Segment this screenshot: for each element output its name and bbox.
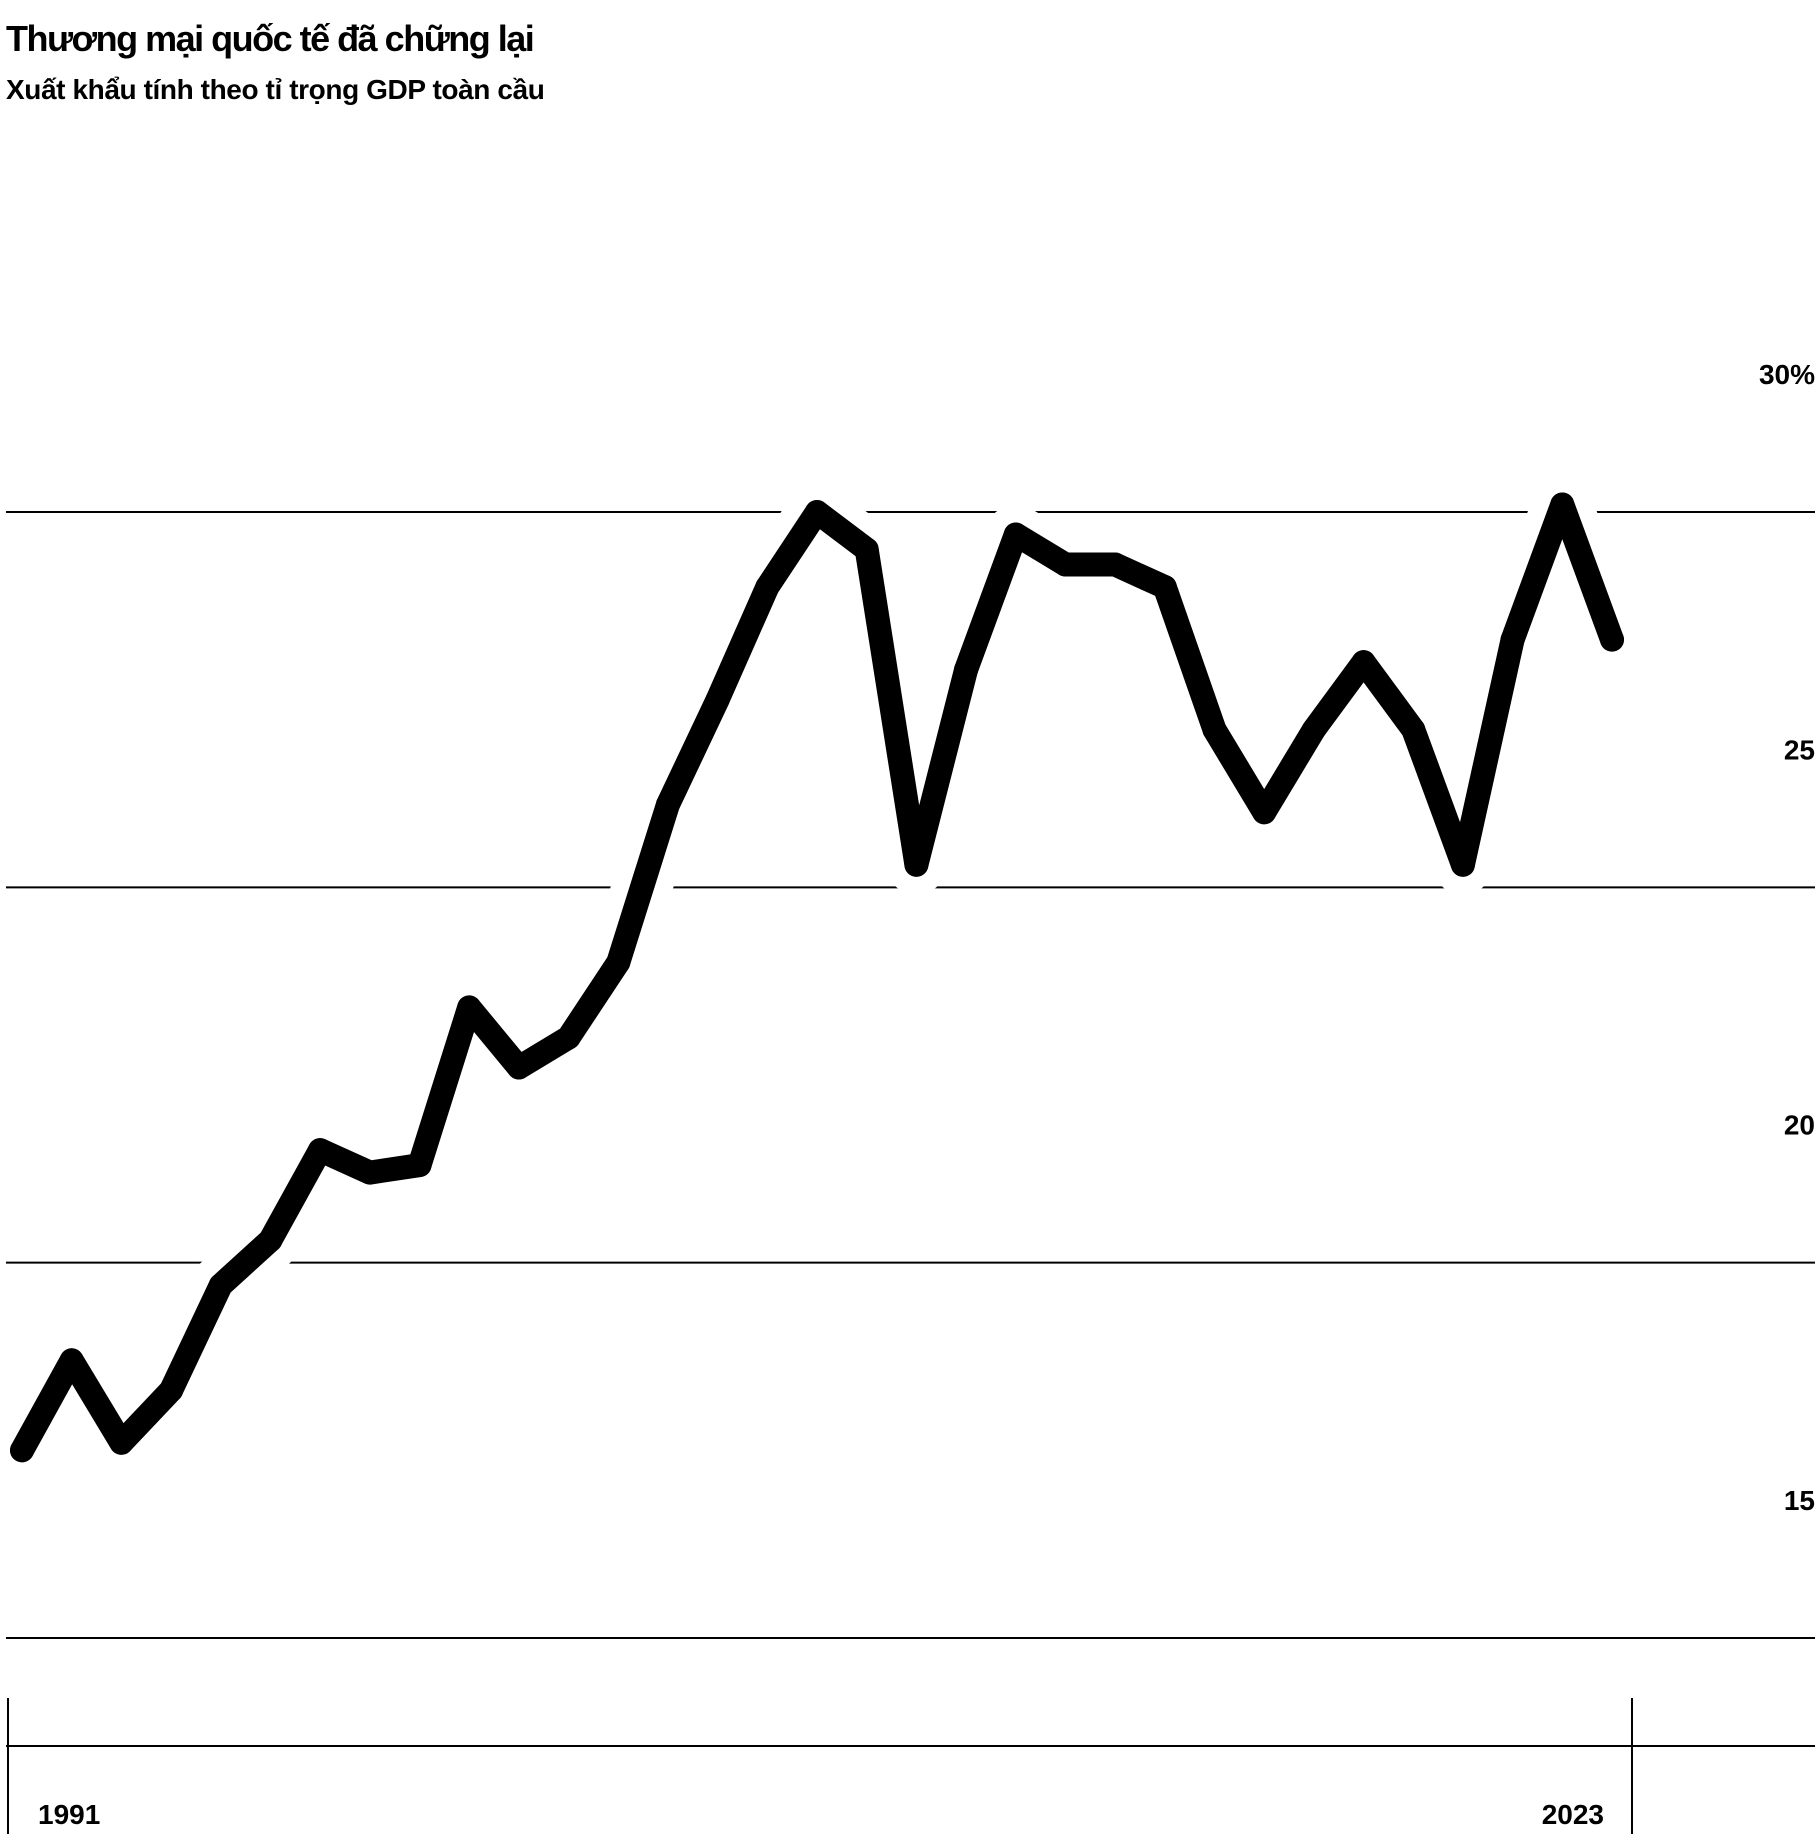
- data-point-2021: [1500, 627, 1525, 652]
- data-point-2018: [1351, 650, 1376, 675]
- x-axis: [6, 1698, 1815, 1834]
- data-point-1996: [258, 1228, 283, 1253]
- data-point-2017: [1301, 717, 1326, 742]
- data-point-2016: [1252, 800, 1277, 825]
- data-point-1998: [357, 1160, 382, 1185]
- y-tick-label-25: 25: [1784, 734, 1815, 765]
- data-point-2001: [506, 1055, 531, 1080]
- data-point-2004: [655, 792, 680, 817]
- data-point-2009: [904, 852, 929, 877]
- data-point-2023: [1600, 627, 1624, 652]
- data-point-2020: [1450, 852, 1475, 877]
- series-layer: [0, 474, 1642, 1481]
- data-point-2022: [1550, 492, 1575, 517]
- data-point-2019: [1401, 717, 1426, 742]
- tick-labels: 15 20 25 30% 1991 2023: [38, 359, 1815, 1830]
- data-point-2002: [556, 1025, 581, 1050]
- data-point-1997: [308, 1138, 333, 1163]
- data-point-2006: [755, 575, 780, 600]
- chart-title: Thương mại quốc tế đã chững lại: [6, 18, 535, 59]
- series-halo-0: [0, 474, 1642, 1481]
- data-point-1991: [10, 1438, 34, 1463]
- data-point-2000: [457, 995, 482, 1020]
- chart-subtitle: Xuất khẩu tính theo tỉ trọng GDP toàn cầ…: [6, 74, 545, 105]
- data-point-2013: [1103, 552, 1128, 577]
- data-point-1999: [407, 1153, 432, 1178]
- data-point-2011: [1003, 522, 1028, 547]
- data-point-2003: [606, 950, 631, 975]
- y-tick-label-30: 30%: [1759, 359, 1815, 390]
- data-point-1993: [109, 1430, 134, 1455]
- data-point-2010: [954, 657, 979, 682]
- data-point-2008: [854, 537, 879, 562]
- data-point-2014: [1152, 575, 1177, 600]
- data-point-2015: [1202, 717, 1227, 742]
- data-point-2007: [805, 500, 829, 524]
- data-point-1994: [159, 1378, 184, 1403]
- x-tick-label-2023: 2023: [1542, 1799, 1604, 1830]
- data-point-2005: [705, 687, 730, 712]
- y-tick-label-20: 20: [1784, 1110, 1815, 1141]
- data-point-2012: [1053, 552, 1078, 577]
- x-tick-label-1991: 1991: [38, 1799, 100, 1830]
- data-point-1992: [59, 1348, 84, 1373]
- data-point-1995: [208, 1273, 233, 1298]
- y-tick-label-15: 15: [1784, 1485, 1815, 1516]
